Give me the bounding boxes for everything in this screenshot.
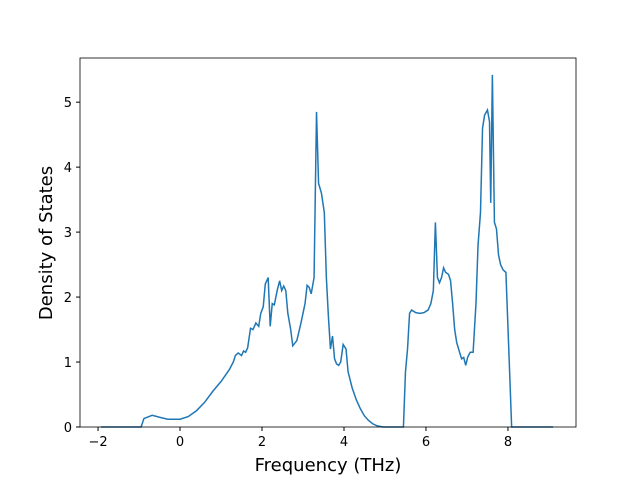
y-tick-label: 5 [64, 96, 72, 111]
x-tick-label: −2 [88, 435, 107, 450]
x-tick-label: 6 [422, 435, 430, 450]
line-series [100, 74, 554, 428]
x-tick-label: 8 [504, 435, 512, 450]
y-tick-label: 0 [64, 421, 72, 436]
x-tick-label: 0 [176, 435, 184, 450]
x-tick-label: 4 [340, 435, 348, 450]
x-tick-label: 2 [258, 435, 266, 450]
plot-frame [79, 57, 577, 428]
y-axis-label: Density of States [36, 166, 57, 320]
y-tick-label: 3 [64, 226, 72, 241]
y-tick-label: 1 [64, 356, 72, 371]
y-tick-label: 4 [64, 161, 72, 176]
x-axis-label: Frequency (THz) [255, 455, 402, 476]
y-tick-label: 2 [64, 291, 72, 306]
